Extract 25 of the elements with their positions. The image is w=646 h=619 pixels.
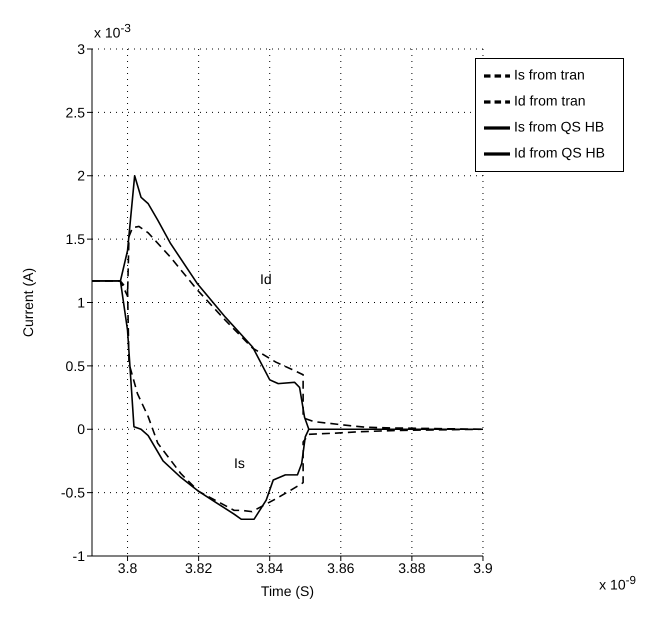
y-tick-label: -0.5 — [60, 484, 86, 501]
y-tick-label: -1 — [72, 548, 86, 564]
y-tick-label: 1.5 — [66, 231, 86, 248]
y-tick-label: 0 — [77, 421, 86, 438]
y-tick-label: 0.5 — [66, 358, 86, 374]
legend-label: Is from QS HB — [514, 118, 604, 135]
x-tick-label: 3.88 — [398, 560, 426, 576]
text: x 10$^{-9}$ — [599, 574, 636, 593]
legend-label: Id from tran — [514, 92, 586, 109]
y-tick-label: 1 — [77, 294, 86, 310]
x-axis-title: Time (S) — [260, 583, 314, 599]
x-tick-label: 3.86 — [327, 560, 355, 576]
y-tick-label: 2.5 — [66, 104, 86, 120]
annotation: Id — [260, 271, 272, 287]
legend-label: Is from tran — [514, 66, 585, 83]
y-axis-title: Current (A) — [20, 268, 36, 338]
x-tick-label: 3.8 — [118, 560, 138, 576]
annotation: Is — [234, 455, 245, 471]
y-tick-label: 2 — [77, 168, 86, 184]
legend-label: Id from QS HB — [514, 144, 605, 161]
y-tick-label: 3 — [77, 40, 86, 57]
text: x 10$^{-3}$ — [94, 22, 131, 41]
x-tick-label: 3.82 — [185, 560, 212, 576]
x-tick-label: 3.84 — [256, 560, 284, 576]
x-tick-label: 3.9 — [473, 560, 493, 576]
